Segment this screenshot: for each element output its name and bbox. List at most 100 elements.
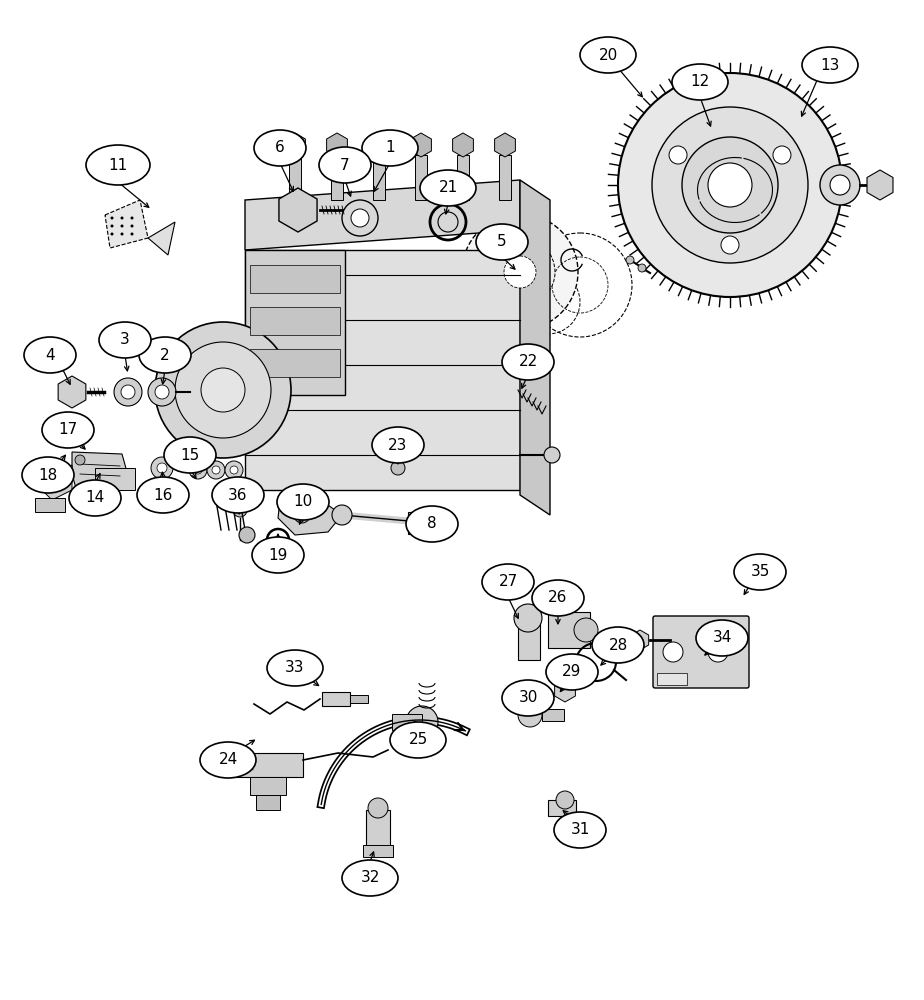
Circle shape	[111, 217, 114, 220]
Text: 26: 26	[548, 590, 567, 605]
Bar	[408, 512, 436, 534]
Circle shape	[342, 200, 378, 236]
Bar	[35, 498, 65, 512]
Text: 30: 30	[518, 690, 538, 706]
Circle shape	[669, 146, 687, 164]
Polygon shape	[148, 222, 175, 255]
Circle shape	[332, 505, 352, 525]
Text: 36: 36	[228, 488, 248, 502]
Ellipse shape	[342, 860, 398, 896]
Circle shape	[830, 175, 850, 195]
Text: 7: 7	[340, 157, 350, 172]
Bar	[548, 612, 590, 648]
Circle shape	[120, 225, 124, 228]
Bar	[250, 265, 340, 293]
Text: 14: 14	[85, 490, 104, 506]
Ellipse shape	[42, 412, 94, 448]
Circle shape	[111, 225, 114, 228]
Circle shape	[518, 703, 542, 727]
Bar	[548, 800, 576, 816]
Ellipse shape	[476, 224, 528, 260]
Circle shape	[155, 385, 169, 399]
Text: 6: 6	[275, 140, 285, 155]
Bar	[415, 155, 427, 200]
Ellipse shape	[69, 480, 121, 516]
Ellipse shape	[86, 145, 150, 185]
Ellipse shape	[139, 337, 191, 373]
Circle shape	[618, 73, 842, 297]
FancyBboxPatch shape	[653, 616, 749, 688]
Bar	[245, 250, 345, 395]
Circle shape	[406, 706, 438, 738]
Ellipse shape	[24, 337, 76, 373]
Text: 23: 23	[388, 438, 407, 452]
Text: 25: 25	[408, 732, 428, 748]
Circle shape	[773, 146, 791, 164]
Text: 34: 34	[712, 631, 732, 646]
Circle shape	[175, 342, 271, 438]
Ellipse shape	[482, 564, 534, 600]
Ellipse shape	[137, 477, 189, 513]
Bar	[250, 777, 286, 795]
Bar	[499, 155, 511, 200]
Circle shape	[130, 217, 133, 220]
Polygon shape	[245, 180, 520, 250]
Circle shape	[212, 466, 220, 474]
Ellipse shape	[672, 64, 728, 100]
Circle shape	[230, 466, 238, 474]
Ellipse shape	[592, 627, 644, 663]
Circle shape	[638, 264, 646, 272]
Circle shape	[514, 604, 542, 632]
Circle shape	[351, 209, 369, 227]
Ellipse shape	[254, 130, 306, 166]
Bar	[95, 468, 135, 490]
Circle shape	[75, 455, 85, 465]
Text: 35: 35	[750, 564, 770, 580]
Ellipse shape	[277, 484, 329, 520]
Ellipse shape	[362, 130, 418, 166]
Text: 8: 8	[427, 516, 437, 532]
Ellipse shape	[267, 650, 323, 686]
Circle shape	[391, 461, 405, 475]
Circle shape	[207, 461, 225, 479]
Bar	[657, 673, 687, 685]
Circle shape	[148, 378, 176, 406]
Circle shape	[485, 237, 555, 307]
Ellipse shape	[502, 680, 554, 716]
Text: 28: 28	[608, 638, 627, 652]
Bar	[518, 620, 540, 660]
Circle shape	[410, 512, 430, 532]
Text: 17: 17	[58, 422, 78, 438]
Circle shape	[504, 256, 536, 288]
Ellipse shape	[554, 812, 606, 848]
Circle shape	[157, 463, 167, 473]
Circle shape	[114, 378, 142, 406]
Circle shape	[121, 385, 135, 399]
Circle shape	[544, 447, 560, 463]
Bar	[350, 695, 368, 703]
Bar	[256, 795, 280, 810]
Ellipse shape	[802, 47, 858, 83]
Ellipse shape	[580, 37, 636, 73]
Polygon shape	[105, 200, 148, 248]
Text: 11: 11	[108, 157, 128, 172]
Circle shape	[111, 232, 114, 235]
Bar	[373, 155, 385, 200]
Circle shape	[201, 368, 245, 412]
Ellipse shape	[532, 580, 584, 616]
Text: 27: 27	[498, 574, 517, 589]
Text: 22: 22	[518, 355, 538, 369]
Text: 21: 21	[438, 180, 457, 196]
Ellipse shape	[99, 322, 151, 358]
Bar	[392, 714, 422, 730]
Text: 1: 1	[385, 140, 395, 155]
Circle shape	[194, 466, 202, 474]
Circle shape	[652, 107, 808, 263]
Polygon shape	[520, 180, 550, 515]
Ellipse shape	[22, 457, 74, 493]
Bar	[366, 810, 390, 848]
Ellipse shape	[502, 344, 554, 380]
Bar	[233, 753, 303, 777]
Text: 3: 3	[120, 332, 130, 348]
Circle shape	[556, 791, 574, 809]
